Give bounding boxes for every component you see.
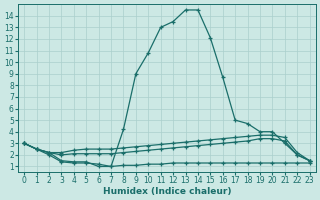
X-axis label: Humidex (Indice chaleur): Humidex (Indice chaleur) [103, 187, 231, 196]
